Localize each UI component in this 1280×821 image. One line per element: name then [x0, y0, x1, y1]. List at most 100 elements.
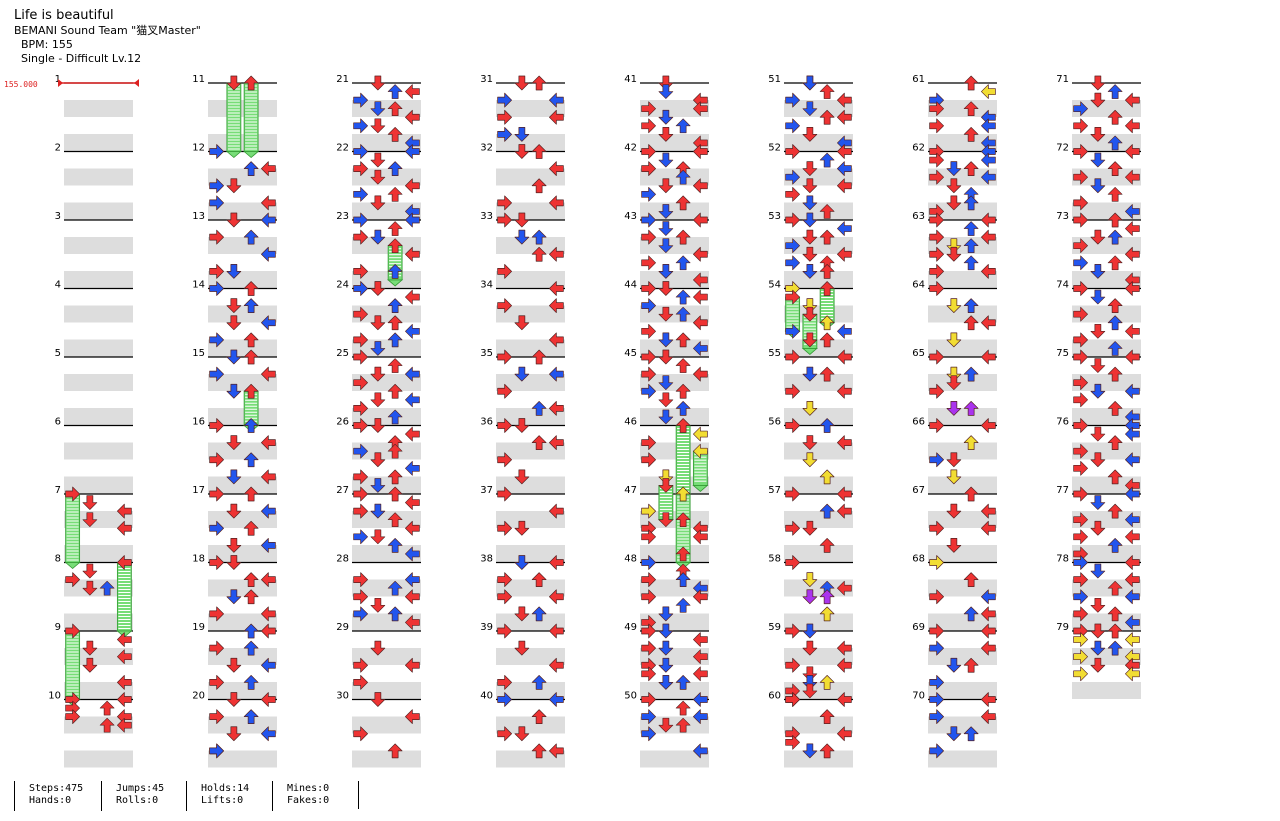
arrow-right-note — [405, 246, 420, 262]
measure-number: 27 — [336, 485, 349, 496]
measure-number: 59 — [768, 622, 781, 633]
arrow-left-note — [353, 418, 368, 433]
beat-band — [640, 408, 709, 425]
arrow-right-note — [261, 212, 276, 228]
beat-band — [64, 168, 133, 186]
arrow-down-note — [226, 657, 242, 673]
arrow-up-note — [243, 281, 259, 296]
arrow-down-note — [946, 332, 962, 348]
arrow-left-note — [785, 323, 800, 339]
arrow-right-note — [405, 709, 420, 724]
arrow-down-note — [802, 589, 818, 605]
beat-band — [352, 579, 421, 597]
arrow-right-note — [693, 272, 708, 288]
arrow-up-note — [963, 401, 979, 416]
measure-number: 72 — [1056, 143, 1069, 154]
measure-42: 42 — [624, 143, 709, 220]
arrow-down-note — [802, 306, 818, 322]
arrow-down-note — [514, 555, 530, 570]
arrow-left-note — [497, 572, 512, 587]
arrow-up-note — [99, 700, 115, 716]
measure-number: 19 — [192, 622, 205, 633]
beat-band — [352, 682, 421, 699]
beat-band — [928, 476, 997, 494]
measure-73: 73 — [1056, 211, 1141, 288]
arrow-down-note — [514, 366, 530, 382]
arrow-up-note — [819, 538, 835, 553]
arrow-right-note — [261, 246, 276, 262]
arrow-left-note — [641, 281, 656, 296]
arrow-up-note — [531, 675, 547, 690]
arrow-down-note — [370, 281, 386, 296]
arrow-left-note — [1073, 101, 1088, 117]
beat-band — [1072, 511, 1141, 528]
arrow-right-note — [837, 144, 852, 159]
arrow-right-note — [981, 152, 996, 168]
arrow-right-note — [549, 589, 564, 605]
arrow-up-note — [819, 709, 835, 724]
beat-band — [496, 716, 565, 734]
measure-36: 36 — [480, 417, 565, 494]
arrow-left-note — [929, 640, 944, 656]
measure-number: 41 — [624, 74, 637, 85]
beat-band — [640, 613, 709, 631]
stat-hands: Hands:0 — [29, 795, 72, 806]
arrow-down-note — [658, 409, 674, 425]
arrow-up-note — [963, 726, 979, 742]
measure-43: 43 — [624, 211, 709, 288]
measure-number: 26 — [336, 417, 349, 428]
arrow-left-note — [929, 101, 944, 117]
arrow-up-note — [1107, 229, 1123, 245]
arrow-down-note — [514, 640, 530, 656]
beat-band — [64, 716, 133, 734]
measure-2: 2 — [55, 143, 133, 220]
arrow-down-note — [370, 640, 386, 656]
arrow-down-note — [226, 538, 242, 553]
beat-band — [208, 613, 277, 631]
arrow-up-note — [531, 401, 547, 416]
stat-mines: Mines:0 — [287, 783, 330, 794]
measure-number: 66 — [912, 417, 925, 428]
arrow-right-note — [981, 118, 996, 134]
arrow-down-note — [946, 195, 962, 211]
beat-band — [640, 237, 709, 254]
measure-64: 64 — [912, 280, 997, 357]
beat-band — [352, 545, 421, 562]
arrow-right-note — [837, 323, 852, 339]
measure-4: 4 — [55, 280, 133, 357]
measure-1: 1 — [55, 74, 133, 151]
arrow-left-note — [641, 726, 656, 742]
arrow-right-note — [1125, 281, 1140, 296]
measure-number: 50 — [624, 691, 637, 702]
beat-band — [496, 545, 565, 562]
arrow-left-note — [1073, 606, 1088, 622]
arrow-left-note — [1073, 486, 1088, 502]
arrow-down-note — [658, 512, 674, 528]
arrow-right-note — [549, 161, 564, 176]
arrow-left-note — [353, 675, 368, 690]
arrow-left-note — [1073, 349, 1088, 365]
measure-number: 20 — [192, 691, 205, 702]
beat-band — [784, 168, 853, 186]
arrow-up-note — [819, 264, 835, 279]
arrow-up-note — [1107, 84, 1123, 99]
arrow-left-note — [209, 144, 224, 159]
measure-56: 56 — [768, 417, 853, 494]
beat-band — [208, 202, 277, 220]
arrow-right-note — [405, 109, 420, 125]
beat-band — [208, 305, 277, 323]
arrow-left-note — [497, 675, 512, 690]
measure-76: 76 — [1056, 417, 1141, 494]
measure-number: 23 — [336, 211, 349, 222]
arrow-down-note — [802, 520, 818, 536]
arrow-left-note — [1073, 460, 1088, 476]
stats-col-4: Mines:0 Fakes:0 — [272, 781, 329, 811]
arrow-up-note — [1107, 255, 1123, 271]
measure-24: 24 — [336, 280, 421, 357]
arrow-down-note — [370, 229, 386, 245]
arrow-up-note — [243, 452, 259, 468]
arrow-up-note — [675, 546, 691, 562]
beat-band — [64, 408, 133, 425]
measure-number: 61 — [912, 74, 925, 85]
arrow-up-note — [675, 195, 691, 211]
